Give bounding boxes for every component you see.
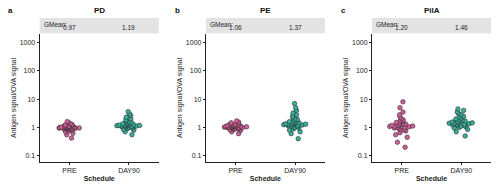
svg-text:100: 100	[356, 67, 368, 74]
svg-text:1000: 1000	[186, 39, 202, 46]
svg-text:b: b	[175, 6, 180, 15]
svg-text:1.06: 1.06	[229, 24, 242, 31]
svg-text:PRE: PRE	[228, 167, 243, 174]
svg-text:10: 10	[194, 96, 202, 103]
svg-text:0.97: 0.97	[63, 24, 76, 31]
svg-text:1.19: 1.19	[122, 24, 135, 31]
svg-text:10: 10	[27, 96, 35, 103]
svg-text:c: c	[341, 6, 346, 15]
svg-text:1.37: 1.37	[289, 24, 302, 31]
svg-text:PRE: PRE	[62, 167, 77, 174]
svg-text:PE: PE	[260, 6, 271, 15]
svg-text:PilA: PilA	[424, 6, 440, 15]
svg-text:DAY90: DAY90	[118, 167, 140, 174]
svg-text:1000: 1000	[352, 39, 368, 46]
svg-text:DAY90: DAY90	[284, 167, 306, 174]
svg-text:PRE: PRE	[395, 167, 410, 174]
svg-text:GMean:: GMean:	[210, 21, 233, 28]
svg-text:GMean:: GMean:	[376, 21, 399, 28]
svg-text:Schedule: Schedule	[84, 175, 115, 182]
svg-text:Antigen signal/OVA signal: Antigen signal/OVA signal	[342, 58, 350, 138]
svg-text:PD: PD	[94, 6, 105, 15]
svg-text:Antigen signal/OVA signal: Antigen signal/OVA signal	[10, 58, 18, 138]
svg-text:a: a	[8, 6, 13, 15]
svg-text:10: 10	[360, 96, 368, 103]
svg-text:1: 1	[364, 124, 368, 131]
svg-text:Schedule: Schedule	[416, 175, 447, 182]
svg-text:0.1: 0.1	[358, 152, 368, 159]
svg-text:1.46: 1.46	[455, 24, 468, 31]
svg-text:DAY90: DAY90	[450, 167, 472, 174]
svg-text:1: 1	[198, 124, 202, 131]
svg-text:0.1: 0.1	[192, 152, 202, 159]
svg-text:100: 100	[190, 67, 202, 74]
svg-text:0.1: 0.1	[26, 152, 36, 159]
svg-text:100: 100	[24, 67, 36, 74]
svg-text:1000: 1000	[20, 39, 36, 46]
svg-text:GMean:: GMean:	[44, 21, 67, 28]
svg-text:1: 1	[31, 124, 35, 131]
svg-text:Schedule: Schedule	[250, 175, 281, 182]
svg-text:1.20: 1.20	[395, 24, 408, 31]
svg-text:Antigen signal/OVA signal: Antigen signal/OVA signal	[176, 58, 184, 138]
